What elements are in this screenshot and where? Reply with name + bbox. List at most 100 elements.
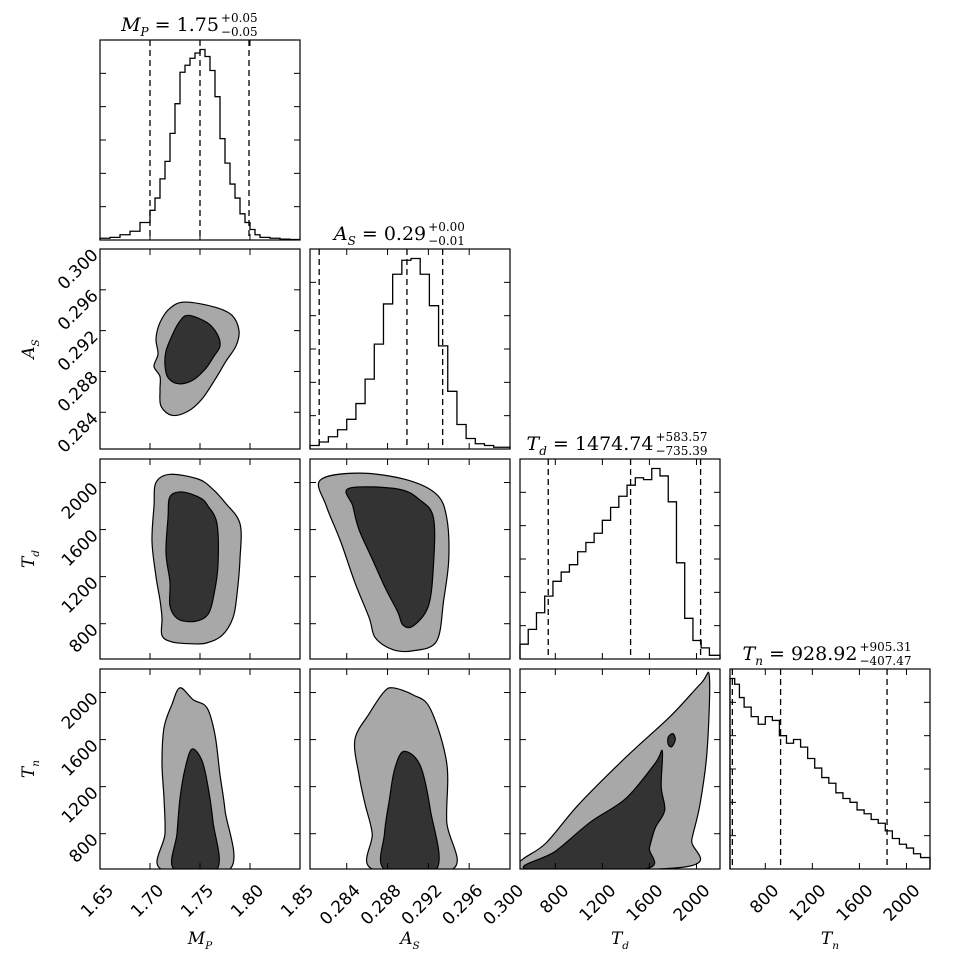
x-tick-label-Tn: 1200 bbox=[786, 881, 831, 926]
hist-panel-Td: Td = 1474.74 +583.57−735.39 bbox=[519, 430, 721, 660]
title-value: 1474.74 bbox=[575, 433, 654, 455]
title-param: A bbox=[332, 223, 348, 245]
x-tick-label-Tn: 1600 bbox=[833, 881, 878, 926]
x-axis-label-Tn-sub: n bbox=[832, 940, 839, 952]
contour-layers bbox=[317, 472, 450, 653]
contour-frame bbox=[309, 458, 511, 660]
contour-frame bbox=[519, 668, 721, 870]
x-tick-label-Tn: 2000 bbox=[880, 881, 925, 926]
y-axis-label-Td: Td bbox=[19, 550, 42, 568]
y-tick-label-Td: 1200 bbox=[58, 573, 103, 618]
y-tick-label-AS: 0.288 bbox=[54, 368, 103, 417]
contour-layers bbox=[520, 671, 711, 869]
hist-title-Td: Td = 1474.74 bbox=[527, 433, 654, 458]
contour-layers bbox=[153, 301, 240, 417]
x-tick-label-Td: 800 bbox=[536, 881, 573, 918]
title-value: 1.75 bbox=[177, 14, 219, 36]
title-value: 928.92 bbox=[791, 643, 857, 665]
title-param: M bbox=[120, 14, 141, 36]
y-tick-label-AS: 0.296 bbox=[54, 286, 103, 335]
title-equals: = bbox=[547, 433, 575, 455]
y-axis-label-Tn-main: T bbox=[19, 765, 39, 778]
x-axis-label-AS-main: A bbox=[398, 929, 412, 949]
hist-panel-MP: MP = 1.75 +0.05−0.05 bbox=[99, 11, 301, 241]
title-plus: +0.05 bbox=[221, 11, 258, 25]
title-plus: +583.57 bbox=[655, 430, 707, 444]
y-axis-label-Tn: Tn bbox=[19, 760, 42, 778]
x-axis-label-Td-main: T bbox=[611, 929, 624, 949]
histogram-step-AS bbox=[309, 257, 511, 449]
title-value: 0.29 bbox=[384, 223, 426, 245]
y-axis-label-Td-sub: d bbox=[30, 550, 42, 557]
x-tick-label-AS: 0.288 bbox=[357, 881, 406, 930]
contour-layers bbox=[151, 473, 242, 645]
x-axis-label-MP: MP bbox=[187, 929, 213, 952]
contour-frame bbox=[309, 668, 511, 870]
title-param-sub: S bbox=[348, 234, 356, 248]
title-equals: = bbox=[149, 14, 177, 36]
x-axis-label-Tn-main: T bbox=[821, 929, 834, 949]
x-tick-label-Td: 1600 bbox=[623, 881, 668, 926]
x-tick-label-MP: 1.80 bbox=[227, 881, 268, 922]
contour-inner-level bbox=[379, 750, 440, 869]
x-axis-label-AS-sub: S bbox=[413, 940, 420, 952]
title-minus: −407.47 bbox=[859, 654, 911, 668]
contour-panel-AS-Tn bbox=[309, 668, 511, 870]
hist-title-AS: AS = 0.29 bbox=[332, 223, 426, 248]
title-param-sub: d bbox=[539, 444, 547, 458]
x-tick-label-MP: 1.85 bbox=[277, 881, 318, 922]
y-tick-label-AS: 0.300 bbox=[54, 245, 103, 294]
x-tick-label-MP: 1.75 bbox=[177, 881, 218, 922]
title-minus: −0.01 bbox=[428, 234, 465, 248]
contour-inner-level bbox=[170, 748, 220, 869]
y-axis-label-Tn-sub: n bbox=[30, 760, 42, 767]
hist-panel-Tn: Tn = 928.92 +905.31−407.47 bbox=[729, 640, 931, 870]
y-tick-label-Td: 800 bbox=[66, 620, 103, 657]
histogram-step-MP bbox=[99, 48, 301, 241]
x-tick-label-MP: 1.70 bbox=[127, 881, 168, 922]
y-axis-label-Td-main: T bbox=[19, 555, 39, 568]
hist-frame-AS bbox=[309, 248, 511, 450]
x-axis-label-Td: Td bbox=[611, 929, 629, 952]
contour-panel-AS-Td bbox=[309, 458, 511, 660]
contour-inner-level bbox=[165, 491, 219, 623]
x-tick-label-MP: 1.65 bbox=[77, 881, 118, 922]
x-tick-label-AS: 0.296 bbox=[439, 881, 488, 930]
x-tick-label-AS: 0.300 bbox=[479, 881, 528, 930]
x-axis-label-Td-sub: d bbox=[622, 940, 629, 952]
x-axis-label-Tn: Tn bbox=[821, 929, 839, 952]
title-plus: +0.00 bbox=[428, 220, 465, 234]
y-tick-label-Td: 2000 bbox=[58, 479, 103, 524]
x-axis-label-AS: AS bbox=[398, 929, 420, 952]
y-tick-label-Tn: 1200 bbox=[58, 783, 103, 828]
title-equals: = bbox=[356, 223, 384, 245]
title-param: T bbox=[527, 433, 541, 455]
x-tick-label-Td: 2000 bbox=[670, 881, 715, 926]
x-tick-label-AS: 0.284 bbox=[316, 881, 365, 930]
hist-frame-Td bbox=[519, 458, 721, 660]
hist-title-MP: MP = 1.75 bbox=[120, 14, 219, 39]
y-tick-label-Tn: 800 bbox=[66, 830, 103, 867]
hist-title-Tn: Tn = 928.92 bbox=[743, 643, 858, 668]
x-axis-label-MP-sub: P bbox=[204, 940, 213, 952]
y-tick-label-Td: 1600 bbox=[58, 526, 103, 571]
x-tick-label-Tn: 800 bbox=[746, 881, 783, 918]
title-equals: = bbox=[763, 643, 791, 665]
y-axis-label-AS-main: A bbox=[19, 346, 39, 360]
contour-layers bbox=[156, 687, 235, 869]
title-plus: +905.31 bbox=[859, 640, 911, 654]
x-tick-label-AS: 0.292 bbox=[398, 881, 447, 930]
y-tick-label-AS: 0.284 bbox=[54, 409, 103, 458]
title-param-sub: n bbox=[755, 654, 763, 668]
title-minus: −735.39 bbox=[655, 444, 707, 458]
x-axis-label-MP-main: M bbox=[187, 929, 206, 949]
y-tick-label-Tn: 1600 bbox=[58, 736, 103, 781]
x-tick-label-Td: 1200 bbox=[576, 881, 621, 926]
y-tick-label-AS: 0.292 bbox=[54, 327, 103, 376]
histogram-step-Tn bbox=[729, 677, 931, 869]
y-axis-label-AS: AS bbox=[19, 339, 42, 361]
contour-panel-MP-AS bbox=[99, 248, 301, 450]
contour-inner-island bbox=[667, 733, 676, 748]
y-axis-label-AS-sub: S bbox=[30, 339, 42, 346]
